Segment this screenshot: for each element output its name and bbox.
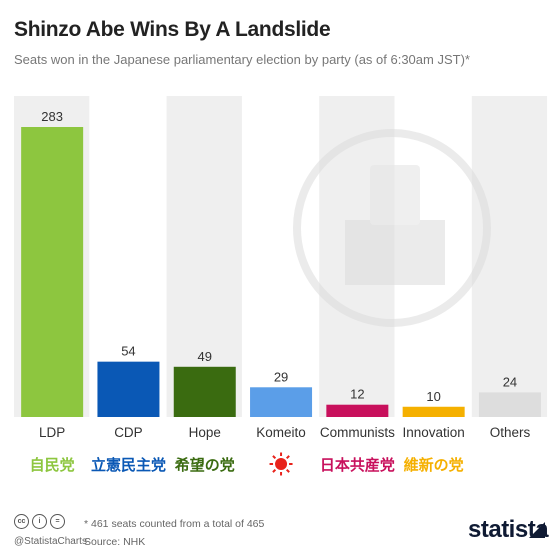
- value-label: 24: [503, 374, 517, 389]
- party-logo-text: 希望の党: [175, 456, 235, 474]
- license-icons: cc i =: [14, 514, 65, 529]
- category-label: Hope: [189, 425, 221, 440]
- value-label: 49: [198, 349, 212, 364]
- party-logo-text: 自民党: [30, 456, 75, 474]
- category-label: CDP: [114, 425, 143, 440]
- category-label: Communists: [320, 425, 395, 440]
- bar-hope: [173, 366, 236, 417]
- value-label: 29: [274, 369, 288, 384]
- creative-commons-icon: cc: [14, 514, 29, 529]
- column-band: [166, 96, 242, 417]
- party-logo-text: 日本共産党: [320, 456, 395, 474]
- value-label: 10: [426, 389, 440, 404]
- bar-innovation: [402, 406, 465, 417]
- category-label: LDP: [39, 425, 65, 440]
- attribution-icon: i: [32, 514, 47, 529]
- footnote: * 461 seats counted from a total of 465: [84, 518, 265, 530]
- source-text: Source: NHK: [84, 536, 146, 548]
- bar-komeito: [250, 387, 313, 417]
- value-label: 54: [121, 344, 135, 359]
- bar-cdp: [97, 361, 160, 417]
- statista-logo[interactable]: statista: [468, 516, 549, 543]
- bar-others: [478, 392, 541, 417]
- twitter-handle[interactable]: @StatistaCharts: [14, 536, 87, 547]
- chart-subtitle: Seats won in the Japanese parliamentary …: [14, 52, 470, 67]
- party-logo-text: 立憲民主党: [91, 456, 166, 474]
- ballot-watermark-icon: [293, 129, 491, 327]
- value-label: 283: [41, 109, 63, 124]
- no-derivatives-icon: =: [50, 514, 65, 529]
- category-label: Innovation: [402, 425, 464, 440]
- komeito-sun-icon: [269, 452, 293, 476]
- bar-ldp: [21, 127, 84, 417]
- chart-title: Shinzo Abe Wins By A Landslide: [14, 18, 331, 41]
- category-label: Others: [490, 425, 531, 440]
- statista-logo-icon: [529, 522, 545, 538]
- value-label: 12: [350, 387, 364, 402]
- bar-communists: [326, 404, 389, 417]
- party-logo-text: 維新の党: [404, 456, 464, 474]
- bar-chart: 283 LDP 自民党 54 CDP 立憲民主党 49 Hope 希望の党 29 Komeito 12…: [14, 96, 548, 476]
- category-label: Komeito: [256, 425, 306, 440]
